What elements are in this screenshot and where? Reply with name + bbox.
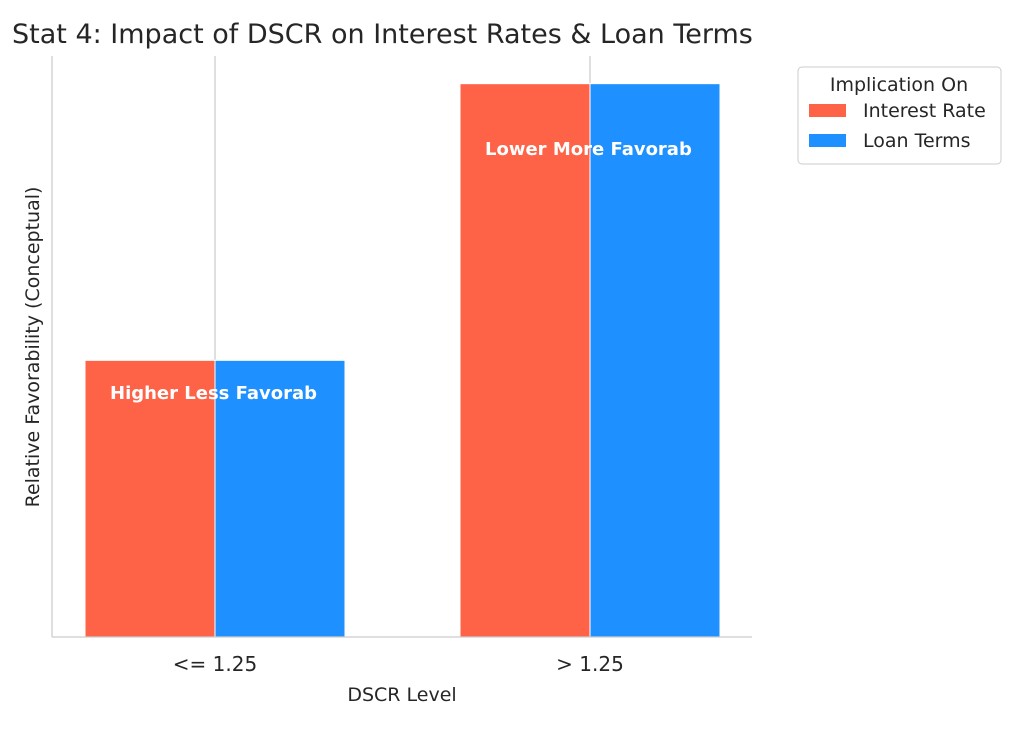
bar-interest-rate-0 bbox=[84, 359, 216, 638]
legend-label-interest-rate: Interest Rate bbox=[863, 100, 986, 122]
legend-frame bbox=[797, 66, 1002, 165]
legend-swatch-interest-rate bbox=[809, 104, 846, 117]
legend-swatch-loan-terms bbox=[809, 134, 846, 147]
chart-title: Stat 4: Impact of DSCR on Interest Rates… bbox=[12, 19, 753, 50]
x-tick-label-0: <= 1.25 bbox=[173, 652, 257, 676]
bars-layer bbox=[84, 83, 721, 638]
legend-title: Implication On bbox=[830, 74, 968, 96]
legend-label-loan-terms: Loan Terms bbox=[863, 130, 971, 152]
bar-label-1: Lower More Favorab bbox=[485, 139, 692, 160]
x-axis-label: DSCR Level bbox=[347, 684, 456, 706]
legend: Implication On Interest Rate Loan Terms bbox=[797, 66, 1002, 165]
bar-loan-terms-1 bbox=[589, 83, 721, 638]
bar-labels-layer: Higher Less Favorab Lower More Favorab bbox=[110, 139, 692, 404]
legend-items: Interest Rate Loan Terms bbox=[809, 100, 986, 152]
bar-interest-rate-1 bbox=[459, 83, 591, 638]
bar-label-0: Higher Less Favorab bbox=[110, 383, 317, 404]
y-axis-label: Relative Favorability (Conceptual) bbox=[22, 187, 44, 508]
x-tick-label-1: > 1.25 bbox=[556, 652, 624, 676]
x-tick-labels: <= 1.25 > 1.25 bbox=[173, 652, 624, 676]
bar-loan-terms-0 bbox=[214, 359, 346, 638]
